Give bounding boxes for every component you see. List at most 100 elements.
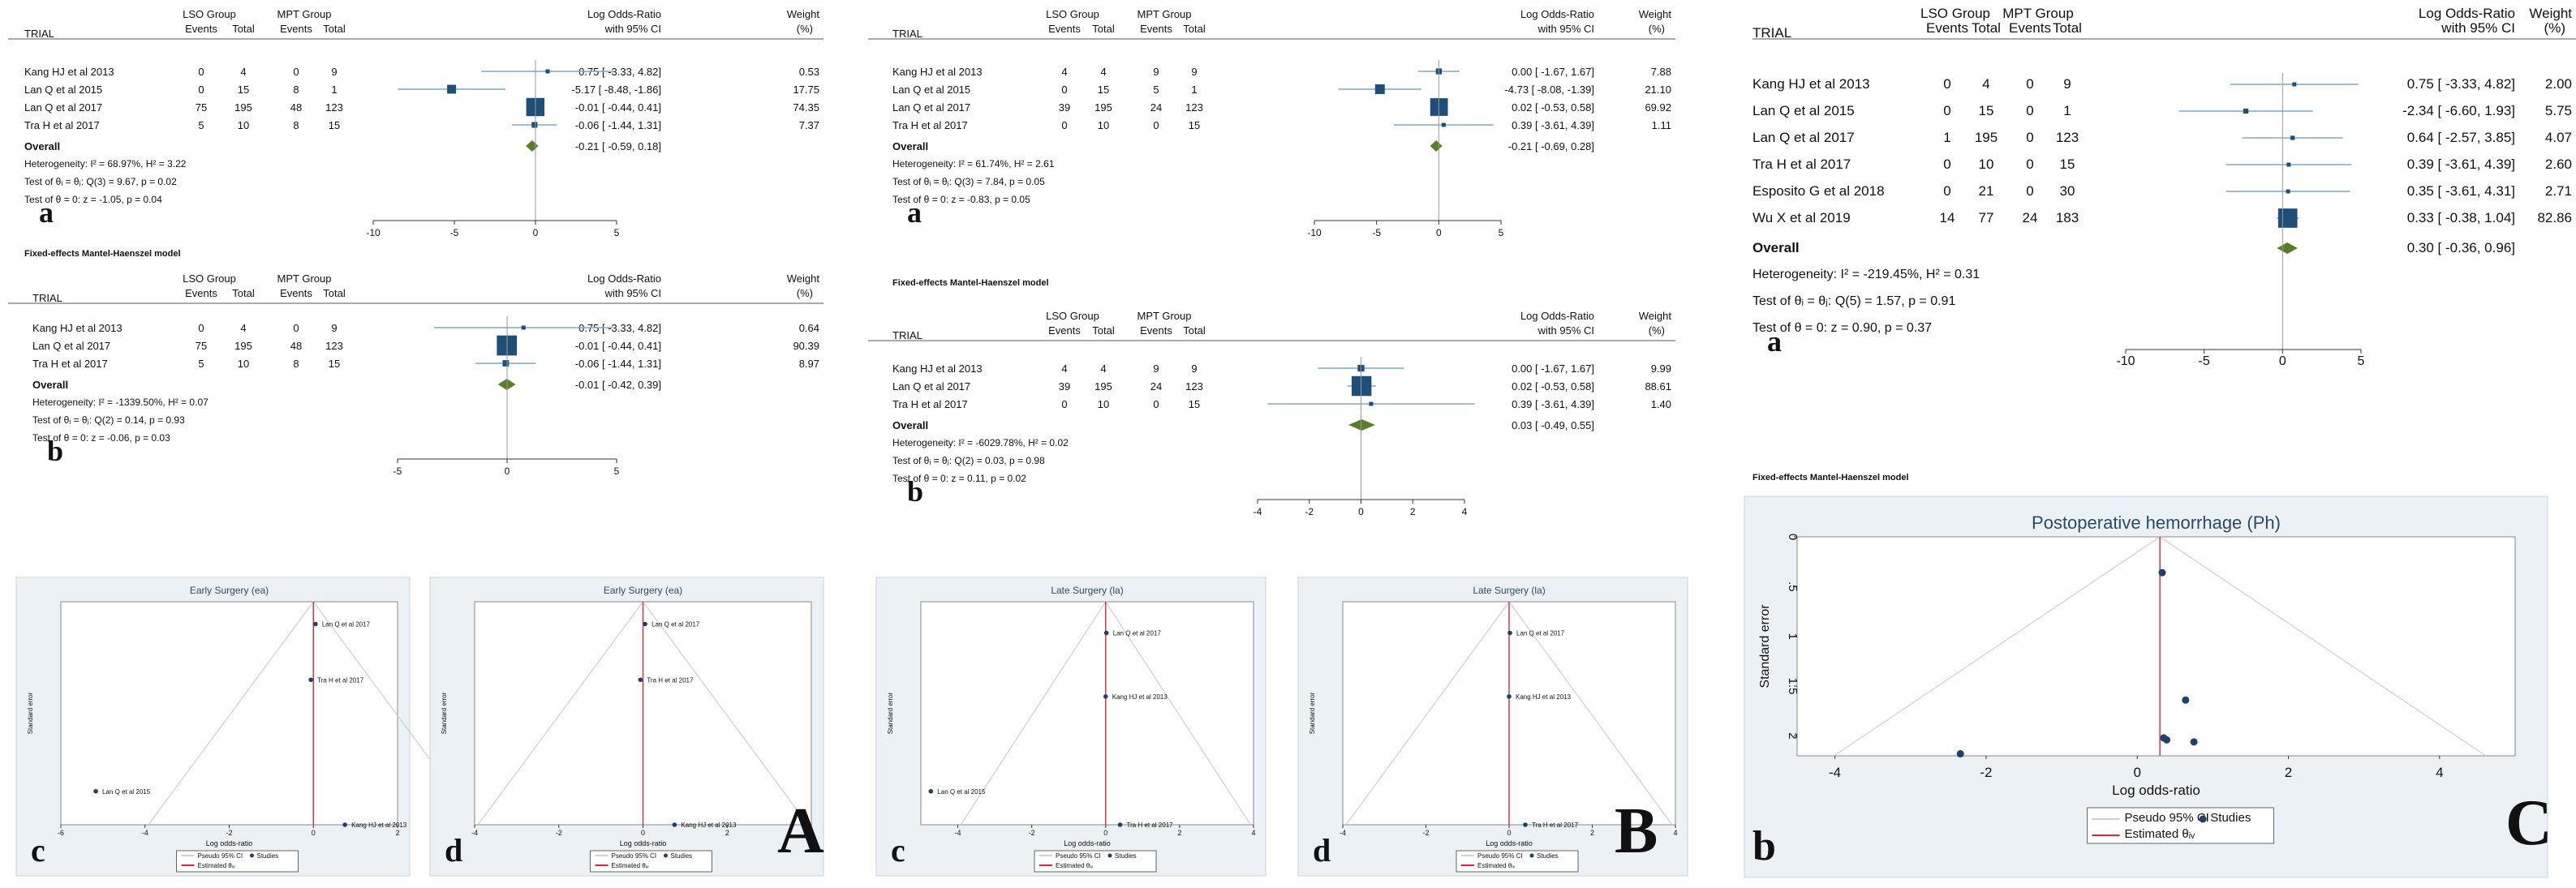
x-tick-label: 0 bbox=[2279, 354, 2286, 368]
funnel-x-label: Log odds-ratio bbox=[1064, 839, 1111, 847]
header-total1: Total bbox=[1972, 20, 2001, 36]
row-events1: 0 bbox=[198, 66, 204, 78]
row-weight: 8.97 bbox=[799, 358, 819, 370]
row-events1: 5 bbox=[198, 358, 204, 370]
study-point bbox=[2160, 734, 2168, 742]
study-square bbox=[1441, 122, 1446, 127]
header-weight1: Weight bbox=[1639, 310, 1672, 322]
legend-studies-key bbox=[1107, 853, 1112, 858]
header-effect1: Log Odds-Ratio bbox=[2419, 6, 2515, 21]
overall-ci: 0.30 [ -0.36, 0.96] bbox=[2407, 240, 2515, 255]
row-trial: Tra H et al 2017 bbox=[892, 119, 968, 131]
funnel-x-tick-label: 0 bbox=[1507, 829, 1511, 837]
study-square bbox=[2277, 208, 2298, 228]
header-weight2: (%) bbox=[1649, 324, 1665, 337]
row-ci: 0.35 [ -3.61, 4.31] bbox=[2407, 183, 2515, 199]
funnel-title: Late Surgery (la) bbox=[1051, 585, 1123, 596]
funnel-y-label: Standard error bbox=[1758, 604, 1772, 689]
header-group1: LSO Group bbox=[183, 8, 236, 20]
panel-sublabel: d bbox=[1313, 832, 1331, 869]
row-total2: 123 bbox=[325, 340, 343, 352]
x-tick-label: -5 bbox=[450, 227, 459, 238]
funnel-x-tick-label: 2 bbox=[2285, 765, 2292, 780]
row-total1: 10 bbox=[238, 119, 249, 131]
row-trial: Lan Q et al 2017 bbox=[1752, 130, 1855, 145]
row-events1: 39 bbox=[1059, 380, 1070, 393]
funnel-x-label: Log odds-ratio bbox=[620, 839, 667, 847]
funnel-x-tick-label: -2 bbox=[1029, 829, 1035, 837]
stat-line: Test of θ = 0: z = -1.05, p = 0.04 bbox=[24, 194, 162, 205]
stat-line: Heterogeneity: I² = 68.97%, H² = 3.22 bbox=[24, 158, 187, 169]
row-events1: 75 bbox=[196, 340, 207, 352]
header-effect2: with 95% CI bbox=[604, 23, 661, 35]
funnel-title: Postoperative hemorrhage (Ph) bbox=[2032, 513, 2281, 533]
stat-line: Heterogeneity: I² = -6029.78%, H² = 0.02 bbox=[892, 437, 1069, 448]
row-events2: 0 bbox=[293, 322, 299, 334]
header-weight2: (%) bbox=[1649, 23, 1665, 35]
funnel-x-tick-label: -2 bbox=[556, 829, 562, 837]
funnel-legend-box bbox=[176, 850, 299, 873]
row-events1: 0 bbox=[198, 84, 204, 96]
overall-ci: -0.21 [ -0.59, 0.18] bbox=[575, 140, 661, 152]
row-ci: -0.06 [ -1.44, 1.31] bbox=[575, 119, 661, 131]
row-events2: 0 bbox=[2026, 103, 2033, 118]
legend-pseudo-ci-label: Pseudo 95% CI bbox=[612, 852, 657, 860]
funnel-x-tick-label: 2 bbox=[1590, 829, 1594, 837]
row-ci: -2.34 [ -6.60, 1.93] bbox=[2402, 103, 2515, 118]
header-trial: TRIAL bbox=[892, 28, 922, 40]
header-total2: Total bbox=[1183, 23, 1206, 35]
x-tick-label: -5 bbox=[1372, 227, 1381, 238]
study-point-label: Lan Q et al 2017 bbox=[1516, 630, 1565, 637]
panel-sublabel: b bbox=[907, 475, 923, 508]
header-weight2: (%) bbox=[797, 287, 813, 299]
row-weight: 2.00 bbox=[2545, 76, 2572, 92]
study-point bbox=[1507, 630, 1512, 636]
row-events1: 0 bbox=[1061, 398, 1067, 410]
row-total2: 30 bbox=[2060, 183, 2075, 199]
x-tick-label: -4 bbox=[1254, 506, 1262, 517]
x-tick-label: 0 bbox=[505, 465, 510, 477]
row-total1: 10 bbox=[238, 358, 249, 370]
header-effect2: with 95% CI bbox=[2441, 20, 2515, 36]
study-square bbox=[1369, 401, 1374, 406]
row-trial: Lan Q et al 2015 bbox=[24, 84, 102, 96]
study-square bbox=[2286, 162, 2291, 167]
header-group2: MPT Group bbox=[1137, 8, 1192, 20]
header-effect2: with 95% CI bbox=[1537, 324, 1594, 337]
stat-line: Test of θ = 0: z = 0.11, p = 0.02 bbox=[892, 473, 1026, 484]
study-point bbox=[313, 621, 318, 627]
row-ci: 0.39 [ -3.61, 4.39] bbox=[1512, 398, 1594, 410]
panel-label-C: C bbox=[2505, 787, 2552, 859]
row-ci: 0.00 [ -1.67, 1.67] bbox=[1512, 66, 1594, 78]
model-caption: Fixed-effects Mantel-Haenszel model bbox=[892, 278, 1049, 288]
model-caption: Fixed-effects Mantel-Haenszel model bbox=[1752, 473, 1909, 483]
funnel-y-label: Standard error bbox=[27, 692, 34, 734]
row-events1: 0 bbox=[1943, 76, 1950, 92]
stat-line: Test of θ = 0: z = -0.06, p = 0.03 bbox=[32, 432, 170, 444]
header-weight1: Weight bbox=[787, 272, 820, 285]
legend-theta-label: Estimated θᵢᵥ bbox=[1056, 862, 1094, 869]
funnel-x-label: Log odds-ratio bbox=[206, 839, 253, 847]
row-total1: 4 bbox=[1100, 66, 1106, 78]
stat-line: Heterogeneity: I² = -1339.50%, H² = 0.07 bbox=[32, 397, 209, 408]
row-total2: 1 bbox=[331, 84, 337, 96]
header-events2: Events bbox=[1140, 324, 1172, 337]
study-point bbox=[2190, 738, 2198, 746]
funnel-x-tick-label: 0 bbox=[641, 829, 645, 837]
funnel-legend-box bbox=[1034, 850, 1157, 873]
study-point-label: Tra H et al 2017 bbox=[317, 676, 364, 684]
row-events2: 0 bbox=[1153, 398, 1159, 410]
x-tick-label: -10 bbox=[2116, 354, 2135, 368]
header-trial: TRIAL bbox=[892, 329, 922, 341]
row-total2: 183 bbox=[2056, 210, 2079, 225]
funnel-plot-area bbox=[920, 601, 1254, 826]
legend-studies-label: Studies bbox=[2210, 811, 2251, 825]
row-trial: Kang HJ et al 2013 bbox=[892, 362, 983, 375]
row-events1: 1 bbox=[1943, 130, 1950, 145]
row-total1: 15 bbox=[1979, 103, 1994, 118]
legend-studies-key bbox=[1529, 853, 1534, 858]
row-total2: 123 bbox=[2056, 130, 2079, 145]
funnel-legend-box bbox=[1456, 850, 1579, 873]
row-weight: 17.75 bbox=[793, 84, 819, 96]
